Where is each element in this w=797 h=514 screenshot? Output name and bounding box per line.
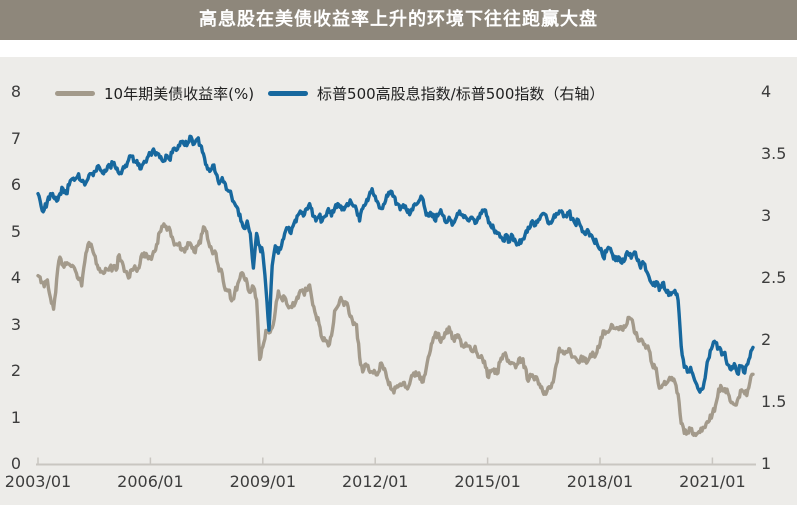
x-axis-label: 2015/01 (454, 472, 521, 491)
legend: 10年期美债收益率(%) 标普500高股息指数/标普500指数（右轴） (55, 83, 604, 104)
x-axis-label: 2018/01 (566, 472, 634, 491)
y-axis-label-right: 1 (761, 454, 772, 473)
y-axis-label-left: 3 (10, 314, 22, 334)
y-axis-label-right: 1.5 (761, 392, 787, 411)
x-axis-label: 2006/01 (117, 472, 184, 491)
y-axis-label-left: 5 (10, 221, 22, 241)
chart-title: 高息股在美债收益率上升的环境下往往跑赢大盘 (199, 9, 598, 30)
legend-item-treasury: 10年期美债收益率(%) (55, 83, 254, 104)
dividend-ratio-line (36, 134, 755, 394)
y-axis-label-right: 4 (761, 82, 772, 101)
legend-item-ratio: 标普500高股息指数/标普500指数（右轴） (268, 83, 604, 104)
treasury-yield-line (36, 222, 755, 438)
y-axis-label-right: 2.5 (761, 268, 787, 287)
y-axis-label-left: 7 (10, 128, 22, 148)
y-axis-label-right: 3.5 (761, 144, 787, 163)
y-axis-label-left: 4 (10, 268, 22, 287)
y-axis-label-left: 1 (10, 407, 22, 427)
y-axis-label-left: 2 (10, 361, 22, 380)
x-axis-label: 2012/01 (341, 472, 409, 491)
x-axis-label: 2003/01 (4, 472, 72, 491)
y-axis-label-right: 3 (761, 206, 772, 225)
legend-swatch-treasury (55, 91, 95, 96)
legend-label-treasury: 10年期美债收益率(%) (104, 85, 255, 103)
x-axis-label: 2009/01 (229, 472, 297, 491)
x-axis-label: 2021/01 (679, 472, 746, 491)
y-axis-label-left: 0 (10, 454, 22, 473)
y-axis-label-right: 2 (761, 330, 772, 349)
legend-label-ratio: 标普500高股息指数/标普500指数（右轴） (317, 85, 605, 103)
y-axis-label-left: 8 (10, 82, 22, 101)
legend-swatch-ratio (268, 91, 309, 96)
title-bar: 高息股在美债收益率上升的环境下往往跑赢大盘 (0, 0, 797, 40)
y-axis-label-left: 6 (10, 175, 22, 194)
